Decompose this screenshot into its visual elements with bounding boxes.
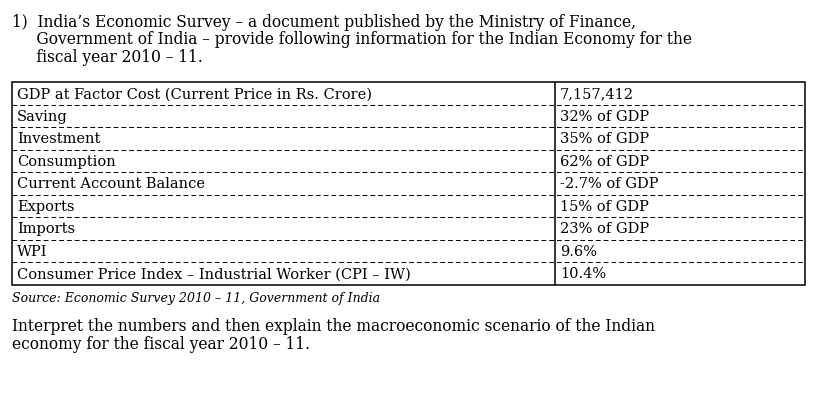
Text: Source: Economic Survey 2010 – 11, Government of India: Source: Economic Survey 2010 – 11, Gover… [12,292,380,305]
Text: 9.6%: 9.6% [560,244,597,258]
Text: economy for the fiscal year 2010 – 11.: economy for the fiscal year 2010 – 11. [12,335,310,352]
Text: Consumption: Consumption [17,154,116,168]
Bar [12,83,805,285]
Text: 35% of GDP: 35% of GDP [560,132,650,146]
Text: Government of India – provide following information for the Indian Economy for t: Government of India – provide following … [12,31,692,49]
Text: fiscal year 2010 – 11.: fiscal year 2010 – 11. [12,49,203,66]
Text: Exports: Exports [17,199,74,213]
Text: Investment: Investment [17,132,100,146]
Text: 10.4%: 10.4% [560,267,606,281]
Text: 15% of GDP: 15% of GDP [560,199,649,213]
Text: Imports: Imports [17,222,75,236]
Text: 62% of GDP: 62% of GDP [560,154,650,168]
Text: WPI: WPI [17,244,47,258]
Text: GDP at Factor Cost (Current Price in Rs. Crore): GDP at Factor Cost (Current Price in Rs.… [17,87,372,101]
Text: Consumer Price Index – Industrial Worker (CPI – IW): Consumer Price Index – Industrial Worker… [17,267,411,281]
Text: 23% of GDP: 23% of GDP [560,222,650,236]
Text: 32% of GDP: 32% of GDP [560,109,650,124]
Text: -2.7% of GDP: -2.7% of GDP [560,177,659,191]
Text: 1)  India’s Economic Survey – a document published by the Ministry of Finance,: 1) India’s Economic Survey – a document … [12,14,636,31]
Text: Interpret the numbers and then explain the macroeconomic scenario of the Indian: Interpret the numbers and then explain t… [12,318,655,335]
Text: 7,157,412: 7,157,412 [560,87,634,101]
Text: Saving: Saving [17,109,68,124]
Text: Current Account Balance: Current Account Balance [17,177,205,191]
